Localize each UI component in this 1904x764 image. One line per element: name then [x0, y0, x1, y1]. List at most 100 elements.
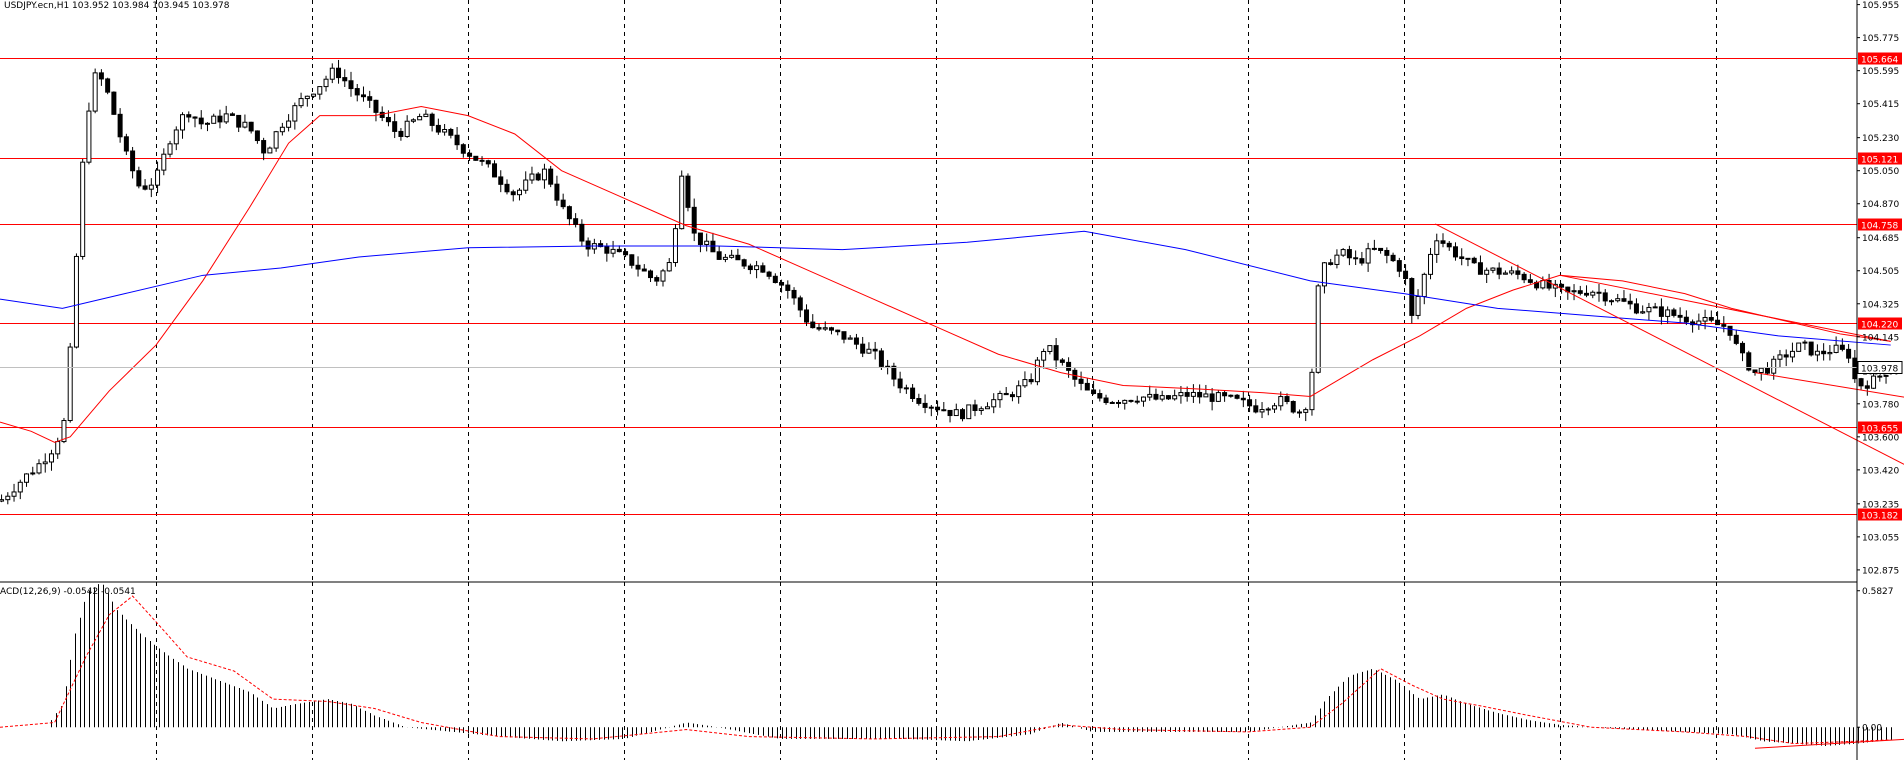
candle-body: [267, 147, 273, 154]
candle-body: [1440, 240, 1446, 244]
price-pane[interactable]: USDJPY.ecn,H1 103.952 103.984 103.945 10…: [0, 0, 1904, 580]
candle-body: [1047, 345, 1053, 352]
candle-body: [1122, 399, 1128, 404]
candle-body: [1340, 249, 1346, 256]
candle-body: [73, 255, 79, 348]
candle-body: [30, 472, 36, 475]
candle-body: [1652, 306, 1658, 309]
current-price-label: 103.978: [1857, 361, 1903, 375]
candle-body: [1452, 246, 1458, 258]
candle-body: [1590, 291, 1596, 296]
candle-body: [261, 140, 267, 154]
macd-pane[interactable]: ACD(12,26,9) -0.0542 -0.0541: [0, 582, 1904, 760]
candle-body: [741, 259, 747, 267]
candle-body: [1658, 306, 1664, 317]
candle-body: [797, 297, 803, 311]
level-label: 104.758: [1861, 222, 1898, 232]
candle-body: [1821, 350, 1827, 355]
candle-body: [1502, 272, 1508, 275]
candle-body: [1172, 395, 1178, 400]
candle-body: [1209, 393, 1215, 402]
candle-body: [292, 105, 298, 122]
candle-body: [816, 327, 822, 330]
trendlines[interactable]: [1434, 223, 1904, 465]
candle-body: [841, 331, 847, 340]
candle-body: [891, 365, 897, 380]
level-label-box: [1858, 317, 1902, 330]
candle-body: [398, 130, 404, 137]
candle-body: [760, 265, 766, 273]
candle-body: [978, 408, 984, 411]
candle-body: [1265, 408, 1271, 411]
candle-body: [1777, 354, 1783, 360]
candle-body: [804, 309, 810, 323]
candle-body: [479, 159, 485, 162]
candle-body: [1334, 254, 1340, 265]
candle-body: [304, 95, 310, 100]
price-tick-label: 103.600: [1862, 433, 1899, 443]
candle-body: [173, 129, 179, 145]
candle-body: [1278, 396, 1284, 407]
candle-body: [1128, 399, 1134, 402]
candle-body: [1197, 391, 1203, 398]
candle-body: [1059, 359, 1065, 363]
candle-body: [1515, 270, 1521, 275]
candle-body: [442, 128, 448, 133]
candle-body: [1621, 298, 1627, 302]
candle-body: [1434, 240, 1440, 255]
candle-body: [167, 143, 173, 155]
candle-body: [385, 116, 391, 123]
candle-body: [523, 179, 529, 191]
macd-vertical-grid: [156, 582, 1717, 760]
candle-body: [654, 277, 660, 282]
candle-body: [86, 110, 92, 163]
price-tick-label: 103.420: [1862, 466, 1899, 476]
macd-histogram: [51, 584, 1892, 746]
macd-signal-line: [0, 595, 1891, 745]
candle-body: [354, 88, 360, 96]
macd-divergence-line[interactable]: [1754, 738, 1904, 749]
candle-body: [1240, 397, 1246, 401]
candle-body: [1465, 257, 1471, 260]
candle-body: [1715, 319, 1721, 326]
candle-body: [722, 256, 728, 260]
level-lines[interactable]: [0, 58, 1857, 515]
candle-body: [1665, 309, 1671, 317]
candle-body: [367, 96, 373, 101]
candle-body: [1371, 247, 1377, 250]
candle-body: [1384, 249, 1390, 256]
candle-body: [1022, 379, 1028, 387]
candle-body: [1690, 321, 1696, 326]
candle-body: [1153, 393, 1159, 400]
candle-body: [155, 169, 161, 186]
macd-tick-labels: 0.5827 0.00: [1857, 587, 1894, 734]
candle-body: [373, 99, 379, 113]
candle-body: [136, 170, 142, 187]
candle-body: [953, 409, 959, 417]
candle-body: [554, 183, 560, 201]
candle-body: [772, 275, 778, 284]
candle-body: [1315, 285, 1321, 373]
candle-body: [1877, 375, 1883, 378]
candle-body: [92, 72, 98, 112]
candle-body: [548, 168, 554, 185]
macd-tick-label: 0.00: [1862, 724, 1882, 734]
price-tick-label: 105.775: [1862, 34, 1899, 44]
level-label: 104.220: [1861, 321, 1898, 331]
candle-body: [541, 168, 547, 181]
candle-body: [1116, 401, 1122, 404]
candle-body: [1053, 345, 1059, 361]
candle-body: [1034, 359, 1040, 383]
candle-body: [211, 115, 217, 124]
candle-body: [342, 77, 348, 82]
candle-body: [1159, 395, 1165, 400]
macd-tick-label: 0.5827: [1862, 587, 1894, 597]
candle-body: [610, 248, 616, 254]
candle-body: [604, 246, 610, 254]
candle-body: [311, 93, 317, 97]
candle-body: [504, 183, 510, 193]
candle-body: [248, 121, 254, 132]
candle-body: [516, 189, 522, 196]
